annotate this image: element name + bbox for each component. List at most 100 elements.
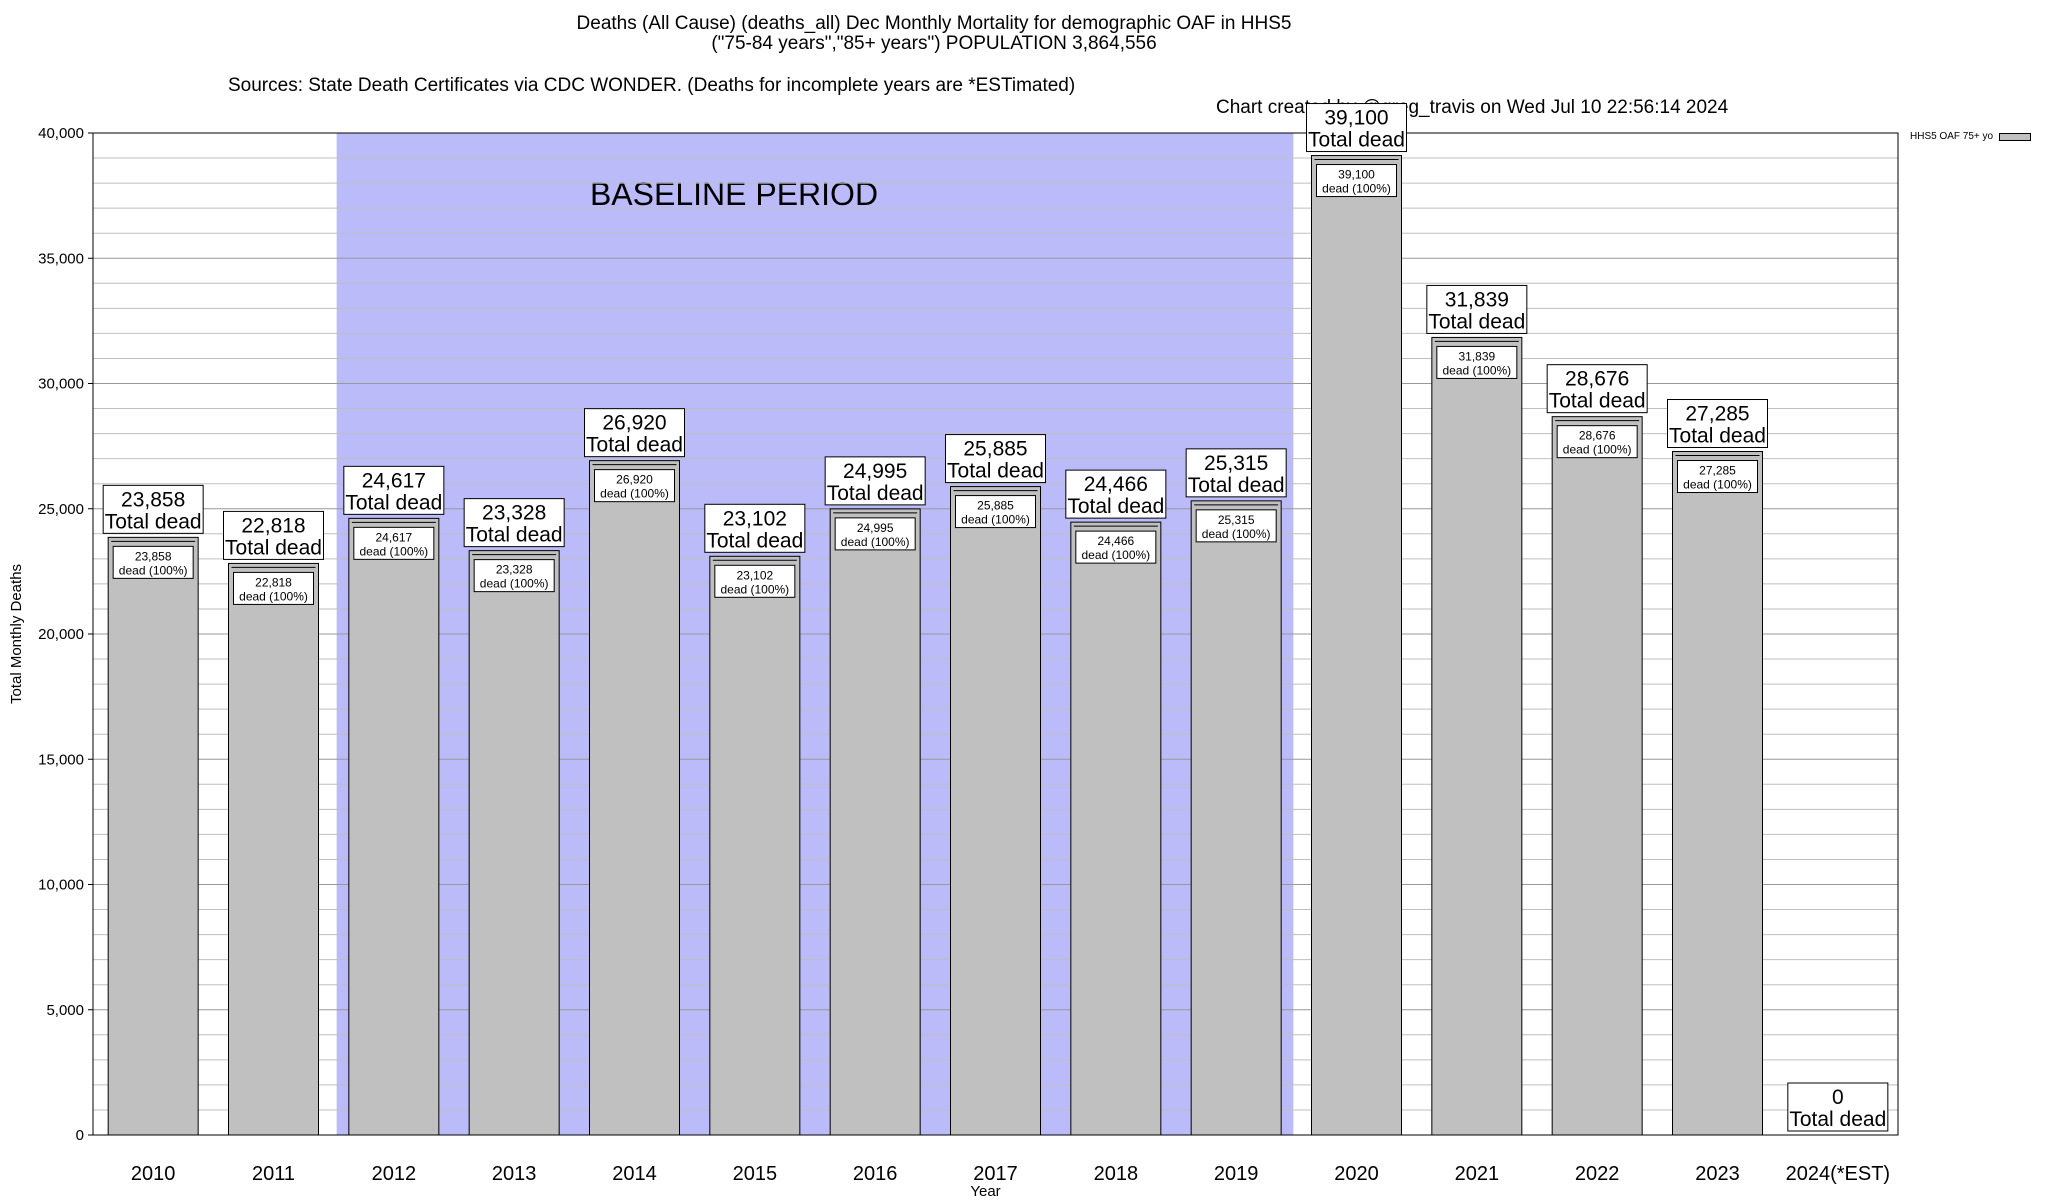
inner-label-box: [112, 545, 194, 579]
x-tick-label: 2016: [853, 1163, 898, 1185]
total-label-box: [1667, 399, 1768, 449]
x-tick-label: 2019: [1214, 1163, 1259, 1185]
total-dead-label: Total dead: [1789, 1108, 1886, 1131]
bar: [1431, 336, 1523, 1136]
bar: [1070, 521, 1162, 1136]
total-value-label: 39,100: [1324, 107, 1388, 130]
inner-label-box: [955, 495, 1036, 529]
inner-percent-label: dead (100%): [239, 589, 308, 603]
total-value-label: 28,676: [1565, 368, 1629, 391]
inner-percent-label: dead (100%): [480, 577, 549, 591]
inner-value-label: 24,466: [1097, 534, 1134, 548]
total-dead-label: Total dead: [1549, 390, 1646, 413]
y-tick-label: 35,000: [38, 250, 84, 267]
total-label-box: [463, 498, 565, 548]
bar: [1551, 416, 1643, 1136]
total-label-box: [824, 456, 926, 506]
total-label-box: [1787, 1082, 1889, 1132]
total-label-box: [1546, 364, 1648, 414]
chart-subtitle: ("75-84 years","85+ years") POPULATION 3…: [711, 33, 1157, 54]
total-dead-label: Total dead: [706, 529, 803, 552]
bar: [107, 536, 199, 1136]
baseline-period-label: BASELINE PERIOD: [590, 176, 878, 212]
inner-percent-label: dead (100%): [961, 513, 1030, 527]
total-label-box: [945, 434, 1046, 484]
x-tick-label: 2013: [492, 1163, 537, 1185]
total-label-box: [223, 510, 324, 560]
inner-label-box: [1556, 425, 1638, 459]
y-tick-label: 40,000: [38, 125, 84, 142]
bar: [1672, 451, 1763, 1136]
y-axis-label: Total Monthly Deaths: [8, 564, 25, 704]
total-dead-label: Total dead: [466, 524, 563, 547]
y-tick-label: 0: [76, 1127, 84, 1144]
inner-label-box: [353, 526, 435, 560]
inner-label-box: [1677, 460, 1758, 494]
x-tick-label: 2021: [1455, 1163, 1500, 1185]
x-axis-label: Year: [970, 1183, 1000, 1200]
inner-value-label: 27,285: [1699, 464, 1736, 478]
chart-title: Deaths (All Cause) (deaths_all) Dec Mont…: [576, 13, 1292, 34]
bar: [829, 508, 921, 1136]
inner-value-label: 39,100: [1338, 168, 1375, 182]
inner-value-label: 28,676: [1579, 429, 1616, 443]
total-dead-label: Total dead: [1428, 310, 1525, 333]
total-label-box: [704, 503, 806, 553]
inner-percent-label: dead (100%): [1563, 443, 1632, 457]
inner-label-box: [714, 564, 796, 598]
total-value-label: 24,995: [843, 460, 907, 483]
inner-value-label: 24,995: [857, 521, 894, 535]
total-dead-label: Total dead: [947, 460, 1044, 483]
y-tick-label: 5,000: [46, 1002, 84, 1019]
bar: [468, 550, 560, 1136]
x-tick-label: 2014: [612, 1163, 657, 1185]
inner-label-box: [1316, 164, 1397, 198]
inner-percent-label: dead (100%): [1202, 527, 1271, 541]
total-value-label: 0: [1832, 1086, 1844, 1109]
inner-value-label: 25,885: [977, 499, 1014, 513]
x-tick-label: 2020: [1334, 1163, 1379, 1185]
legend-label: HHS5 OAF 75+ yo: [1910, 131, 1994, 142]
inner-label-box: [594, 469, 675, 503]
total-value-label: 25,885: [963, 438, 1027, 461]
inner-label-box: [1436, 345, 1518, 379]
total-dead-label: Total dead: [345, 491, 442, 514]
y-tick-label: 30,000: [38, 376, 84, 393]
legend-swatch: [1999, 132, 2032, 141]
total-value-label: 23,328: [482, 502, 546, 525]
bar: [348, 517, 440, 1136]
x-tick-label: 2022: [1575, 1163, 1620, 1185]
total-value-label: 23,858: [121, 488, 185, 511]
total-dead-label: Total dead: [827, 482, 924, 505]
total-label-box: [1185, 448, 1287, 498]
y-tick-label: 15,000: [38, 751, 84, 768]
x-tick-label: 2015: [733, 1163, 778, 1185]
inner-label-box: [473, 559, 555, 593]
x-tick-label: 2017: [973, 1163, 1018, 1185]
total-label-box: [102, 484, 204, 534]
inner-value-label: 24,617: [375, 530, 412, 544]
bar: [709, 555, 801, 1136]
bar: [950, 486, 1041, 1136]
total-value-label: 24,466: [1084, 473, 1148, 496]
inner-percent-label: dead (100%): [1683, 478, 1752, 492]
total-label-box: [343, 465, 445, 515]
inner-label-box: [834, 517, 916, 551]
total-label-box: [1065, 469, 1167, 519]
total-dead-label: Total dead: [1669, 425, 1766, 448]
y-tick-label: 10,000: [38, 877, 84, 894]
bar: [1311, 155, 1402, 1136]
sources-text: Sources: State Death Certificates via CD…: [228, 75, 1076, 96]
inner-percent-label: dead (100%): [1322, 182, 1391, 196]
inner-value-label: 31,839: [1458, 349, 1495, 363]
bar: [228, 562, 319, 1136]
x-tick-label: 2012: [372, 1163, 417, 1185]
total-label-box: [1306, 103, 1407, 153]
inner-label-box: [1075, 530, 1157, 564]
inner-label-box: [1195, 509, 1277, 543]
bar: [589, 460, 680, 1136]
x-tick-label: 2011: [252, 1163, 295, 1185]
total-dead-label: Total dead: [225, 536, 322, 559]
inner-value-label: 22,818: [255, 575, 292, 589]
